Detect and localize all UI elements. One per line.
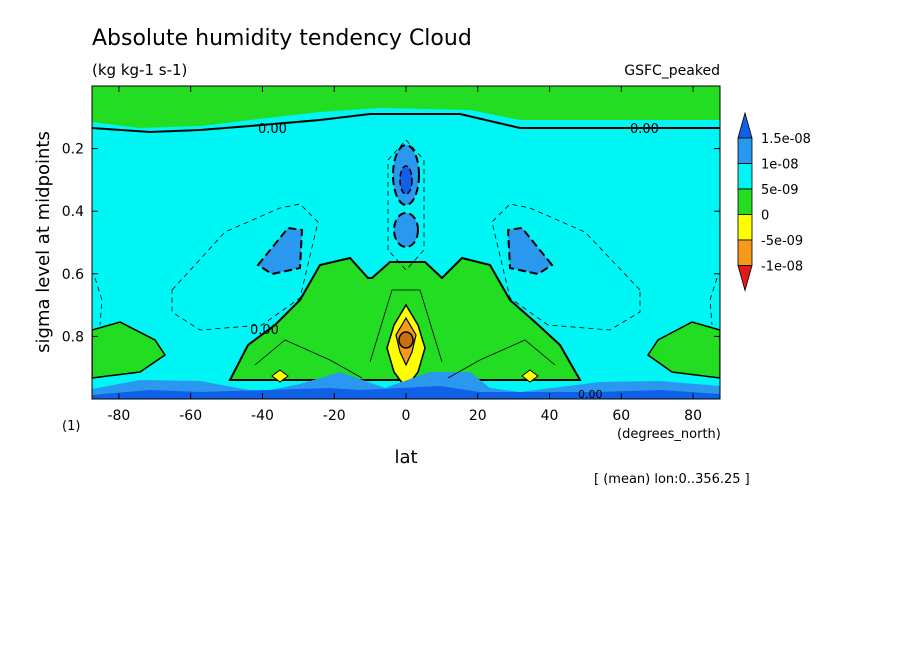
contour-field: 0.00 0.00 0.00 0.00 — [92, 86, 720, 401]
left-blue-blob — [256, 226, 304, 276]
x-tick-label: 0 — [402, 408, 411, 424]
colorbar-label: 1.5e-08 — [761, 132, 811, 147]
colorbar-label: 0 — [761, 209, 769, 224]
colorbar-segment — [737, 188, 753, 215]
colorbar-label: -1e-08 — [761, 260, 803, 275]
colorbar-segment — [737, 214, 753, 241]
x-axis: -80 -60 -40 -20 0 20 40 60 80 — [107, 86, 702, 424]
y-tick-label: 0.8 — [62, 329, 84, 345]
colorbar-top-arrow — [737, 111, 753, 139]
colorbar-segment — [737, 137, 753, 164]
dashed-negative-contours — [94, 139, 718, 331]
chart-units: (kg kg-1 s-1) — [92, 61, 187, 79]
x-tick-label: -80 — [107, 408, 130, 424]
surface-dark-band — [92, 386, 720, 399]
colorbar-bottom-arrow — [737, 265, 753, 292]
right-positive-region — [646, 321, 720, 379]
zero-contour-top — [92, 113, 720, 134]
contour-label-3: 0.00 — [578, 388, 603, 401]
colorbar-segment — [737, 163, 753, 190]
y-axis: 0.2 0.4 0.6 0.8 — [62, 142, 720, 345]
x-tick-label: 20 — [469, 408, 487, 424]
center-core — [398, 331, 414, 349]
model-label: GSFC_peaked — [624, 63, 720, 79]
upper-center-core — [399, 165, 413, 195]
contour-label-2: 0.00 — [250, 323, 279, 338]
mid-center-blue-blob — [393, 212, 419, 248]
y-tick-label: 0.6 — [62, 267, 84, 283]
colorbar-label: -5e-09 — [761, 234, 803, 249]
x-tick-label: -60 — [179, 408, 202, 424]
x-tick-label: 60 — [612, 408, 630, 424]
x-tick-label: -40 — [251, 408, 274, 424]
colorbar-label: 5e-09 — [761, 183, 799, 198]
y-index-label: (1) — [62, 419, 80, 434]
x-units-label: (degrees_north) — [617, 427, 721, 442]
y-tick-label: 0.2 — [62, 142, 84, 158]
left-yellow-blob — [271, 369, 289, 383]
x-axis-label: lat — [394, 447, 417, 468]
colorbar-label: 1e-08 — [761, 158, 799, 173]
contour-label-1: 0.00 — [630, 122, 659, 137]
y-tick-label: 0.4 — [62, 204, 84, 220]
right-yellow-blob — [521, 369, 539, 383]
chart-title: Absolute humidity tendency Cloud — [92, 26, 472, 51]
colorbar-segment — [737, 239, 753, 266]
y-axis-label: sigma level at midpoints — [33, 131, 54, 353]
x-tick-label: 80 — [684, 408, 702, 424]
right-blue-blob — [506, 226, 554, 276]
footnote: [ (mean) lon:0..356.25 ] — [594, 472, 750, 487]
solid-positive-contours — [254, 289, 556, 379]
contour-label-0: 0.00 — [258, 122, 287, 137]
x-tick-label: -20 — [323, 408, 346, 424]
x-tick-label: 40 — [541, 408, 559, 424]
top-positive-region — [92, 86, 720, 128]
colorbar: 1.5e-08 1e-08 5e-09 0 -5e-09 -1e-08 — [737, 111, 811, 292]
left-positive-region — [92, 321, 167, 379]
